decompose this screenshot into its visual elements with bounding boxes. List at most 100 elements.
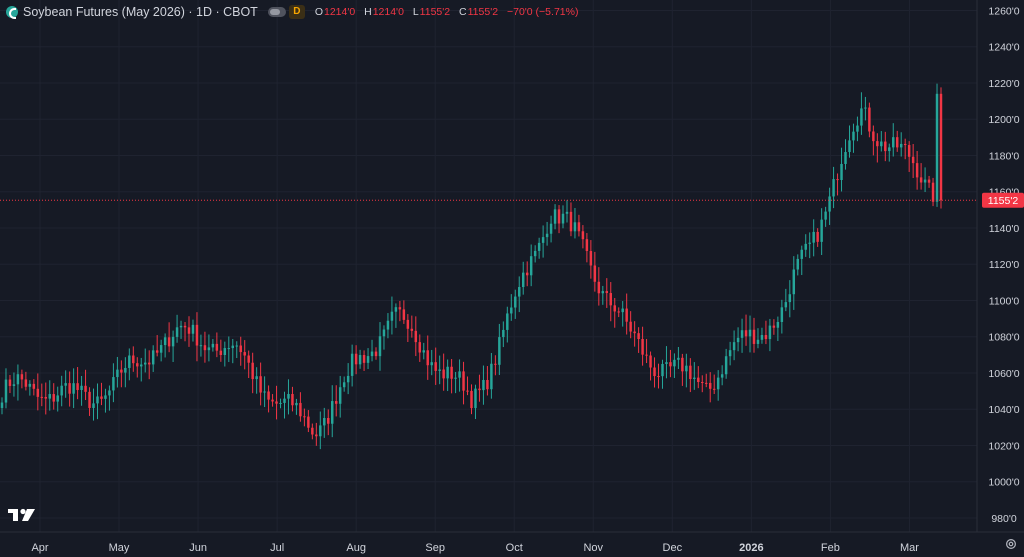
- candle-body: [64, 383, 67, 386]
- y-tick-label: 1200'0: [988, 114, 1019, 126]
- y-tick-label: 1180'0: [989, 150, 1020, 162]
- candle-body: [307, 416, 310, 428]
- candle-body: [159, 345, 163, 353]
- price-axis[interactable]: 980'0 1000'0 1020'0 1040'0 1060'0 1080'0 1100'…: [976, 0, 1020, 532]
- candle-body: [179, 325, 183, 328]
- candle-body: [788, 294, 792, 303]
- candle-body: [263, 391, 266, 393]
- candle-body: [557, 209, 561, 224]
- candle-body: [518, 287, 521, 297]
- candle-body: [92, 403, 95, 408]
- candle-body: [752, 329, 756, 344]
- tradingview-logo-icon[interactable]: [8, 507, 38, 523]
- y-tick-label: 1120'0: [989, 259, 1020, 271]
- candle-body: [124, 367, 127, 373]
- candle-body: [96, 396, 99, 404]
- candle-body: [820, 219, 823, 242]
- candle-body: [28, 383, 32, 387]
- candle-body: [88, 391, 91, 408]
- y-tick-label: 1080'0: [988, 332, 1019, 344]
- time-axis[interactable]: Apr May Jun Jul Aug Sep Oct Nov Dec 2026 Feb Mar: [0, 531, 1024, 554]
- candle-body: [776, 321, 780, 328]
- candle-body: [593, 265, 597, 282]
- candle-body: [657, 376, 660, 378]
- candle-body: [426, 350, 429, 366]
- candle-body: [665, 362, 668, 364]
- candle-body: [342, 382, 346, 388]
- candle-body: [486, 379, 489, 390]
- candle-body: [187, 327, 191, 334]
- close-label: C: [459, 6, 467, 18]
- candle-body: [299, 402, 302, 417]
- candle-body: [370, 351, 374, 357]
- candle-body: [693, 377, 696, 379]
- candle-body: [609, 293, 612, 306]
- x-tick-label: Feb: [821, 542, 840, 554]
- candle-body: [446, 366, 449, 379]
- high-label: H: [364, 6, 372, 18]
- last-price-label: 1155'2: [988, 195, 1019, 207]
- candle-body: [183, 325, 187, 328]
- y-tick-label: 1020'0: [988, 440, 1019, 452]
- candle-body: [231, 345, 235, 349]
- candle-body: [478, 388, 481, 391]
- candle-body: [175, 327, 179, 337]
- candle-body: [108, 390, 111, 396]
- candle-body: [116, 369, 119, 378]
- candle-body: [275, 401, 278, 404]
- candle-body: [502, 329, 505, 338]
- open-value: 1214'0: [323, 6, 356, 18]
- candle-body: [740, 330, 744, 338]
- candle-body: [251, 362, 254, 380]
- candle-body: [760, 335, 764, 340]
- candle-body: [104, 395, 107, 399]
- candle-body: [120, 369, 123, 373]
- candle-body: [223, 348, 227, 355]
- toggle-icon[interactable]: [267, 7, 286, 17]
- y-tick-label: 1040'0: [988, 404, 1019, 416]
- candle-body: [804, 243, 807, 250]
- candle-body: [736, 337, 740, 343]
- gear-icon[interactable]: [1004, 537, 1018, 551]
- candle-body: [4, 379, 8, 403]
- candle-body: [422, 350, 425, 353]
- candle-body: [382, 329, 386, 337]
- candle-body: [334, 401, 338, 404]
- candle-body: [100, 396, 103, 399]
- candle-body: [239, 345, 242, 353]
- candle-body: [227, 348, 231, 350]
- chart-legend: Soybean Futures (May 2026) · 1D · CBOT D…: [6, 4, 578, 20]
- candle-body: [537, 242, 541, 251]
- candle-body: [374, 351, 378, 357]
- candle-body: [243, 352, 246, 356]
- close-value: 1155'2: [467, 6, 499, 18]
- candle-body: [685, 365, 688, 372]
- candle-body: [44, 397, 48, 399]
- candle-body: [434, 362, 437, 371]
- candle-body: [490, 363, 493, 390]
- candle-body: [128, 355, 131, 368]
- candle-body: [255, 376, 258, 380]
- ohlc-values: O1214'0 H1214'0 L1155'2 C1155'2 −70'0 (−…: [315, 6, 579, 18]
- candle-body: [498, 337, 501, 365]
- candle-body: [784, 302, 788, 308]
- candle-body: [573, 222, 577, 232]
- candle-body: [808, 242, 811, 244]
- x-tick-label: Oct: [506, 542, 523, 554]
- candle-body: [911, 156, 915, 164]
- candle-body: [756, 339, 760, 344]
- x-tick-label: Apr: [31, 542, 48, 554]
- candle-body: [840, 163, 843, 181]
- candle-body: [549, 223, 553, 234]
- candle-body: [669, 362, 672, 367]
- symbol-title[interactable]: Soybean Futures (May 2026) · 1D · CBOT: [23, 5, 258, 19]
- candle-body: [629, 321, 632, 332]
- candle-body: [132, 355, 135, 364]
- candle-body: [144, 362, 147, 365]
- candle-body: [800, 249, 803, 259]
- candle-body: [16, 374, 20, 385]
- candle-body: [529, 256, 533, 276]
- candle-body: [895, 137, 899, 148]
- interval-badge[interactable]: D: [288, 5, 305, 19]
